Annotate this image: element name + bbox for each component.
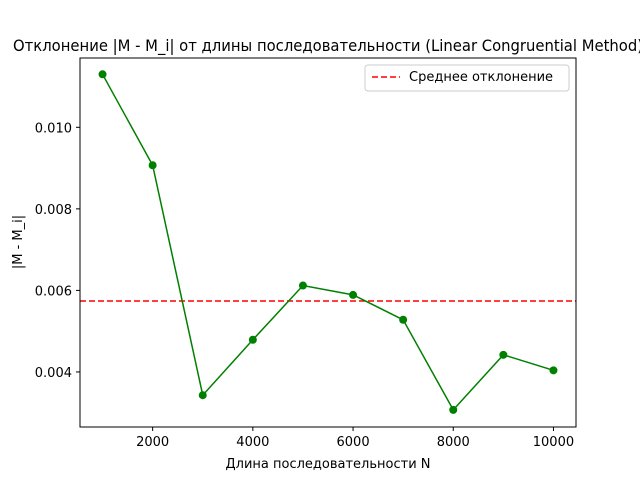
x-axis-label: Длина последовательности N (225, 457, 430, 472)
x-tick-label: 10000 (533, 435, 574, 450)
series-line (101, 73, 554, 412)
data-point (198, 391, 207, 400)
plot-frame (79, 57, 577, 428)
y-tick-label: 0.006 (35, 284, 72, 299)
chart-title: Отклонение |M - M_i| от длины последоват… (13, 36, 640, 56)
x-ticks: 2000 4000 6000 8000 10000 (136, 427, 574, 450)
data-point (499, 350, 508, 359)
x-tick-label: 8000 (437, 435, 470, 450)
legend: Среднее отклонение (364, 64, 570, 92)
y-axis-label: |M - M_i| (11, 215, 26, 269)
legend-label-mean: Среднее отклонение (409, 70, 553, 85)
y-tick-label: 0.004 (35, 366, 72, 381)
x-tick-label: 2000 (136, 435, 169, 450)
data-point (148, 161, 157, 170)
data-point (98, 70, 107, 79)
legend-box (364, 64, 570, 92)
data-point (449, 405, 458, 414)
x-tick-label: 4000 (236, 435, 269, 450)
plot-area (80, 58, 576, 427)
plot-layer (80, 70, 576, 414)
y-tick-label: 0.008 (35, 203, 72, 218)
data-point (298, 281, 307, 290)
x-tick-label: 6000 (337, 435, 370, 450)
data-point (399, 315, 408, 324)
data-point (349, 290, 358, 299)
data-point (248, 335, 257, 344)
y-ticks: 0.004 0.006 0.008 0.010 (35, 121, 80, 381)
data-point (549, 366, 558, 375)
y-tick-label: 0.010 (35, 121, 72, 136)
